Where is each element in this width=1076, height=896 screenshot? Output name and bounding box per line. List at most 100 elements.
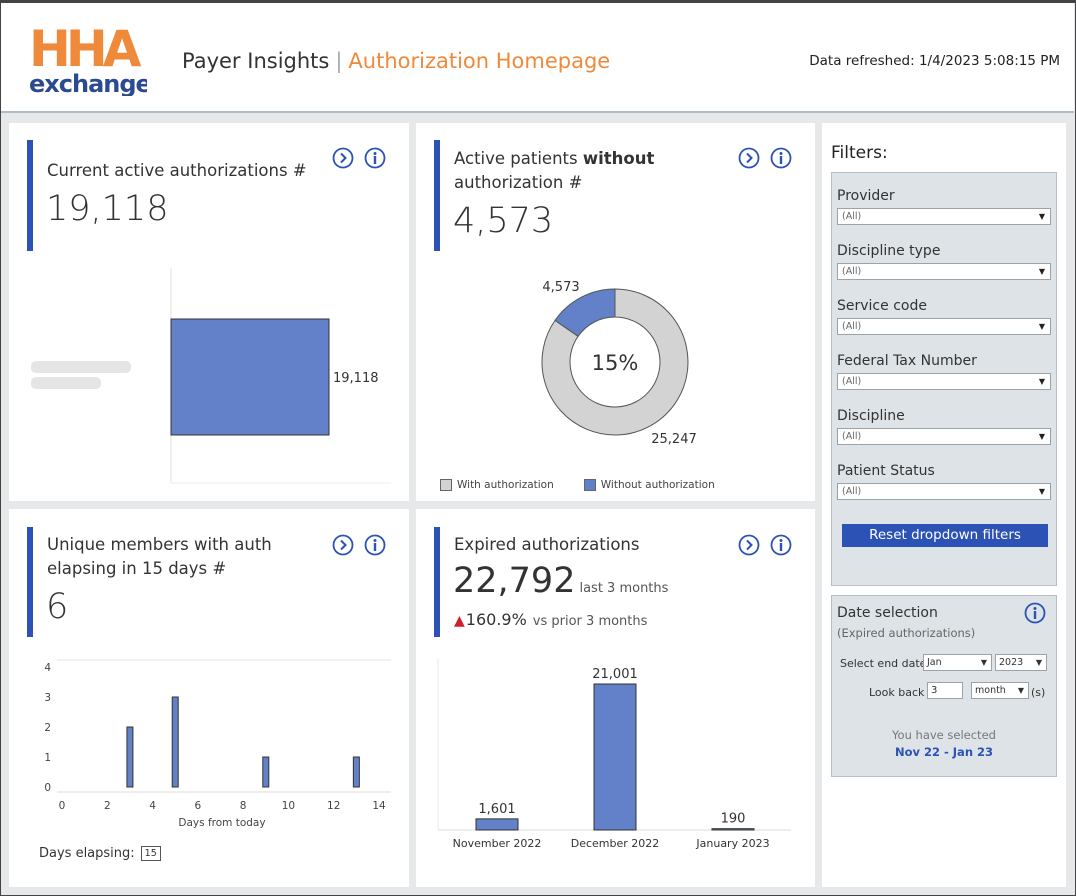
data-label: 21,001	[592, 667, 638, 682]
lookback-input[interactable]: 3	[927, 682, 963, 699]
title-suffix: authorization #	[454, 173, 583, 192]
navigate-arrow-icon[interactable]	[332, 147, 354, 169]
filter-label-patient-status: Patient Status	[837, 463, 935, 479]
filter-label-discipline: Discipline	[837, 408, 905, 424]
filter-label-service-code: Service code	[837, 298, 927, 314]
filter-select-provider[interactable]: (All) ▼	[837, 208, 1051, 225]
y-tick-label: 1	[44, 752, 51, 764]
y-tick-label: 2	[44, 722, 51, 734]
panel-active-authorizations: Current active authorizations # 19,118 1…	[9, 123, 409, 501]
legend-swatch-without	[583, 479, 596, 491]
dropdown-arrow-icon: ▼	[1038, 322, 1045, 331]
x-axis-title: Days from today	[178, 817, 265, 829]
filter-box: Provider (All) ▼ Discipline type (All) ▼ S…	[831, 172, 1057, 586]
info-icon[interactable]	[364, 147, 386, 169]
filter-label-discipline-type: Discipline type	[837, 243, 941, 259]
days-elapsing: Days elapsing: 15	[39, 846, 161, 861]
panel-accent-bar	[434, 140, 440, 251]
panel-unique-members: Unique members with auth elapsing in 15 …	[9, 509, 409, 887]
filter-select-patient-status[interactable]: (All) ▼	[837, 483, 1051, 500]
panel-title: Current active authorizations #	[47, 161, 307, 180]
app-title: Payer Insights | Authorization Homepage	[182, 49, 610, 73]
dropdown-arrow-icon: ▼	[1035, 658, 1042, 667]
data-refreshed: Data refreshed: 1/4/2023 5:08:15 PM	[809, 53, 1060, 69]
info-icon[interactable]	[364, 534, 386, 556]
panel-title: Expired authorizations	[454, 535, 640, 554]
y-tick-label: 4	[44, 662, 51, 674]
x-tick-label: December 2022	[571, 837, 660, 850]
title-separator: |	[335, 49, 343, 73]
dropdown-arrow-icon: ▼	[1038, 487, 1045, 496]
title-line-2: elapsing in 15 days #	[47, 559, 227, 578]
donut-slice-with-authorization	[541, 288, 689, 436]
bar	[170, 318, 330, 436]
filter-value: (All)	[842, 321, 862, 332]
change-value: 160.9%	[465, 610, 527, 629]
panel-actions	[738, 534, 792, 556]
panel-actions	[332, 534, 386, 556]
info-icon[interactable]	[770, 147, 792, 169]
page-title: Authorization Homepage	[348, 49, 611, 73]
dropdown-arrow-icon: ▼	[1017, 686, 1024, 695]
filter-label-federal-tax-number: Federal Tax Number	[837, 353, 977, 369]
data-label: 19,118	[333, 371, 379, 386]
filter-value: (All)	[842, 211, 862, 222]
filter-select-service-code[interactable]: (All) ▼	[837, 318, 1051, 335]
without-auth-donut-chart: 15% 4,573 25,247	[541, 280, 697, 447]
bar	[262, 756, 270, 788]
bar	[352, 756, 360, 788]
logo-text-bottom: exchange	[29, 70, 147, 96]
end-month-select[interactable]: Jan ▼	[923, 654, 992, 671]
filters-title: Filters:	[831, 143, 888, 163]
lookback-unit-select[interactable]: month ▼	[971, 682, 1029, 699]
active-auth-chart: 19,118	[31, 268, 391, 484]
expired-authorizations-chart: 1,601 November 2022 21,001 December 2022 190…	[437, 659, 791, 850]
title-line-1: Unique members with auth	[47, 535, 272, 554]
donut-data-label-without: 4,573	[542, 280, 579, 295]
x-tick-label: 10	[282, 800, 295, 812]
hhaexchange-logo: HHA exchange	[29, 22, 147, 96]
dropdown-arrow-icon: ▼	[1038, 377, 1045, 386]
filter-select-federal-tax-number[interactable]: (All) ▼	[837, 373, 1051, 390]
filter-select-discipline[interactable]: (All) ▼	[837, 428, 1051, 445]
donut-slice-without-authorization	[554, 288, 616, 338]
y-tick-label: 3	[44, 692, 51, 704]
info-icon[interactable]	[1024, 602, 1046, 624]
title-bold: without	[582, 149, 655, 168]
x-tick-label: January 2023	[695, 837, 769, 850]
date-selection-subtitle: (Expired authorizations)	[837, 626, 976, 640]
end-month-value: Jan	[927, 657, 942, 668]
app-name: Payer Insights	[182, 49, 330, 73]
x-tick-label: 2	[104, 800, 111, 812]
days-elapsing-input[interactable]: 15	[140, 846, 161, 861]
data-label: 1,601	[478, 802, 515, 817]
panel-accent-bar	[27, 140, 33, 251]
navigate-arrow-icon[interactable]	[738, 147, 760, 169]
navigate-arrow-icon[interactable]	[332, 534, 354, 556]
title-prefix: Active patients	[454, 149, 583, 168]
end-date-label: Select end date	[840, 657, 927, 670]
x-tick-label: 6	[195, 800, 202, 812]
x-tick-label: 8	[240, 800, 247, 812]
legend-swatch-with	[440, 479, 452, 491]
filter-value: (All)	[842, 431, 862, 442]
kpi-value: 22,792	[453, 561, 576, 601]
filter-select-discipline-type[interactable]: (All) ▼	[837, 263, 1051, 280]
date-selection-box: Date selection (Expired authorizations) …	[831, 595, 1057, 777]
date-selection-title: Date selection	[837, 605, 938, 621]
end-year-select[interactable]: 2023 ▼	[995, 654, 1047, 671]
up-triangle-icon: ▲	[454, 613, 465, 629]
bar	[475, 818, 519, 831]
selected-range-value: Nov 22 - Jan 23	[894, 745, 994, 759]
navigate-arrow-icon[interactable]	[738, 534, 760, 556]
reset-filters-button[interactable]: Reset dropdown filters	[842, 524, 1048, 547]
legend-item-with: With authorization	[440, 479, 554, 491]
x-tick-label: 14	[372, 800, 386, 812]
x-tick-label: 12	[327, 800, 340, 812]
data-label: 190	[721, 812, 746, 827]
kpi-value: 4,573	[453, 201, 554, 241]
info-icon[interactable]	[770, 534, 792, 556]
change-suffix: vs prior 3 months	[532, 614, 648, 629]
filters-sidebar: Filters: Provider (All) ▼ Discipline type…	[822, 123, 1066, 887]
selected-range-label: You have selected	[892, 728, 996, 742]
